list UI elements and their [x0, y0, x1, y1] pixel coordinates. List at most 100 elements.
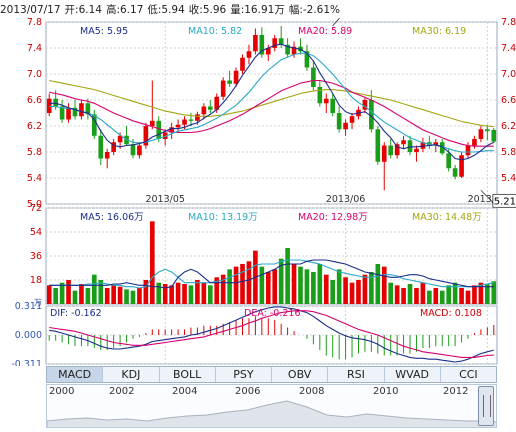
- volume-bar: [272, 269, 278, 304]
- annotation-leader: [332, 18, 341, 27]
- candle-body: [182, 119, 187, 125]
- volume-ma-line: [49, 259, 494, 289]
- y-tick-label: 5.8: [27, 147, 42, 158]
- volume-bar: [465, 290, 471, 304]
- candle-body: [195, 114, 200, 121]
- candle-body: [59, 106, 65, 120]
- legend-entry: MA10: 5.82: [188, 26, 242, 37]
- volume-bar: [336, 269, 342, 304]
- candle-body: [227, 80, 232, 84]
- y-tick-label: 7.4: [501, 43, 516, 54]
- quote-change: 幅:-2.61%: [288, 4, 341, 16]
- volume-bar: [278, 258, 284, 304]
- annotation-label: 5.21: [494, 196, 516, 207]
- annotation-leader: [480, 190, 494, 203]
- x-tick-label: 2013/06: [326, 194, 365, 205]
- candle-body: [259, 35, 265, 55]
- y-tick-label: 6.2: [501, 121, 516, 132]
- volume-bar: [201, 282, 207, 304]
- candle-body: [79, 103, 84, 117]
- volume-bar: [53, 288, 58, 304]
- tab-boll[interactable]: BOLL: [160, 367, 216, 382]
- volume-bar: [195, 280, 200, 304]
- volume-bar: [246, 261, 252, 304]
- candle-body: [98, 135, 104, 159]
- tab-kdj[interactable]: KDJ: [103, 367, 160, 382]
- candle-body: [317, 87, 323, 104]
- volume-bar: [349, 282, 355, 304]
- timeline-year: 2000: [49, 386, 75, 397]
- volume-bar: [330, 280, 336, 304]
- indicator-tabs: MACD KDJ BOLL PSY OBV RSI WVAD CCI: [46, 366, 497, 383]
- volume-bar: [298, 266, 303, 304]
- candle-body: [169, 127, 174, 133]
- timeline-year: 2006: [235, 386, 261, 397]
- volume-bar: [111, 285, 116, 304]
- volume-bar: [240, 264, 245, 304]
- candle-body: [381, 145, 387, 162]
- volume-bar: [130, 290, 136, 304]
- legend-entry: MA10: 13.19万: [188, 212, 258, 223]
- tab-psy[interactable]: PSY: [216, 367, 272, 382]
- volume-bar: [92, 274, 97, 304]
- timeline-navigator[interactable]: 2000 2002 2004 2006 2008 2010 2012: [46, 384, 497, 428]
- x-tick-label: 2013/07: [468, 194, 507, 205]
- tab-obv[interactable]: OBV: [272, 367, 329, 382]
- candle-body: [246, 51, 252, 58]
- candle-body: [420, 142, 426, 149]
- legend-entry: MACD: 0.108: [420, 308, 482, 319]
- volume-bar: [46, 285, 52, 304]
- volume-bar: [143, 280, 149, 304]
- quote-close: 收:5.96: [188, 4, 227, 16]
- volume-bar: [137, 288, 142, 304]
- candle-body: [117, 135, 123, 143]
- volume-bar: [394, 285, 400, 304]
- y-tick-label: 7.4: [27, 43, 42, 54]
- candle-body: [285, 44, 290, 55]
- timeline-drag-handle[interactable]: [478, 386, 494, 426]
- candle-body: [407, 140, 413, 152]
- candle-body: [72, 107, 78, 117]
- candle-body: [253, 35, 258, 52]
- volume-bar: [98, 280, 104, 304]
- y-tick-label: 5.4: [501, 173, 516, 184]
- tab-cci[interactable]: CCI: [459, 368, 478, 381]
- candle-body: [265, 48, 271, 55]
- timeline-year: 2010: [373, 386, 399, 397]
- candle-body: [272, 38, 278, 48]
- volume-bar: [388, 282, 394, 304]
- tab-macd[interactable]: MACD: [47, 367, 104, 382]
- grip-icon: [483, 395, 491, 417]
- y-tick-label: 18: [30, 275, 42, 286]
- legend-entry: MA5: 5.95: [80, 26, 128, 37]
- y-tick-label: 5.8: [501, 147, 516, 158]
- tab-wvad[interactable]: WVAD: [385, 367, 441, 382]
- volume-bar: [59, 282, 65, 304]
- legend-entry: MA5: 16.06万: [80, 212, 144, 223]
- volume-bar: [66, 280, 71, 304]
- y-tick-label: 0.000: [15, 330, 42, 341]
- tab-rsi[interactable]: RSI: [328, 367, 385, 382]
- volume-bar: [375, 264, 381, 304]
- timeline-year: 2002: [109, 386, 135, 397]
- volume-bar: [72, 290, 78, 304]
- volume-bar: [227, 269, 232, 304]
- volume-bar: [162, 284, 168, 304]
- legend-entry: MA20: 5.89: [298, 26, 352, 37]
- volume-bar: [446, 285, 451, 304]
- dea-line: [49, 310, 494, 358]
- volume-bar: [207, 285, 213, 304]
- volume-bar: [452, 282, 458, 304]
- stock-chart[interactable]: 7.8 7.8 7.4 7.4 7.0 7.0 6.6 6.6 6.2 6.2 5.8 5.8 5.4 5…: [0, 18, 516, 366]
- candle-body: [188, 119, 194, 121]
- volume-bar: [220, 274, 226, 304]
- volume-bar: [259, 266, 265, 304]
- candle-body: [162, 132, 168, 139]
- quote-open: 开:6.14: [64, 4, 102, 16]
- timeline-sparkline: [47, 400, 496, 427]
- timeline-year: 2008: [299, 386, 325, 397]
- volume-bar: [169, 285, 174, 304]
- candle-body: [104, 152, 110, 159]
- annotation-box: [492, 193, 516, 208]
- volume-bar: [117, 286, 123, 304]
